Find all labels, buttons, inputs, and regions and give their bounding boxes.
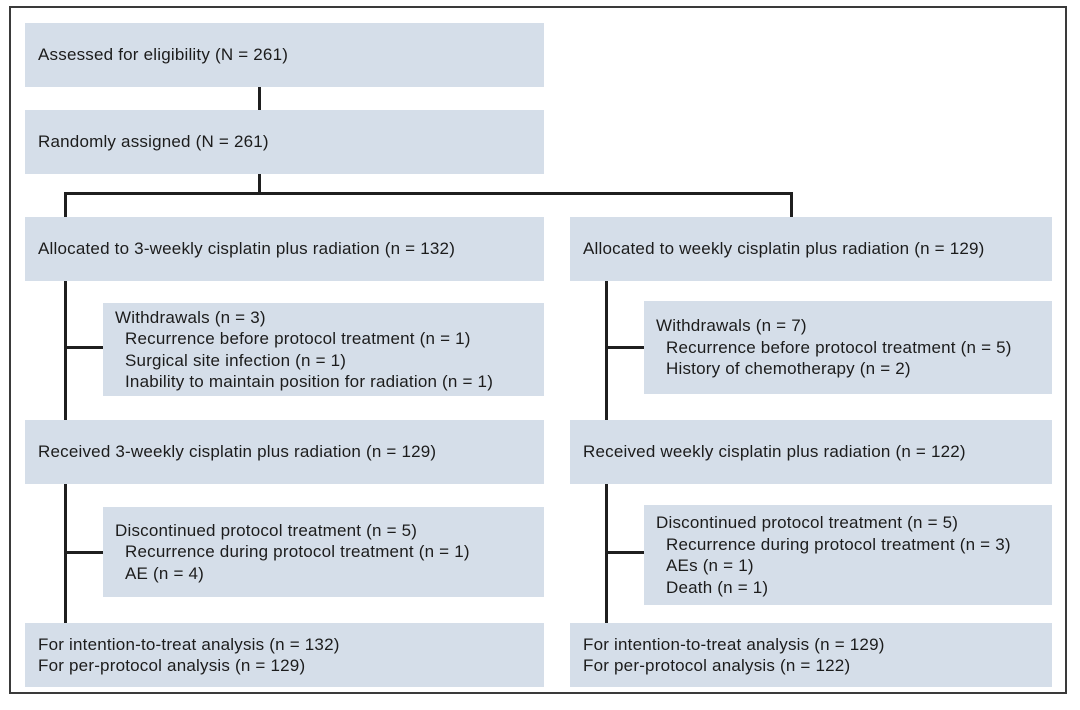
connector-right-withdrawals-stub (605, 346, 645, 349)
allocated-right-label: Allocated to weekly cisplatin plus radia… (583, 239, 985, 259)
analysis-right-line: For intention-to-treat analysis (n = 129… (583, 634, 885, 654)
discontinued-left-item: Recurrence during protocol treatment (n … (125, 542, 470, 562)
withdrawals-left-title: Withdrawals (n = 3) (115, 307, 266, 327)
box-allocated-left: Allocated to 3-weekly cisplatin plus rad… (25, 217, 544, 281)
allocated-left-label: Allocated to 3-weekly cisplatin plus rad… (38, 239, 456, 259)
analysis-left-line: For per-protocol analysis (n = 129) (38, 656, 306, 675)
withdrawals-left-item: Inability to maintain position for radia… (125, 372, 494, 391)
connector-left-discontinued-stub (64, 551, 104, 554)
connector-left-allocated-to-received (64, 281, 67, 420)
connector-branch-horizontal (64, 192, 793, 195)
withdrawals-right-item: History of chemotherapy (n = 2) (666, 359, 911, 379)
discontinued-right-title: Discontinued protocol treatment (n = 5) (656, 513, 959, 532)
assessed-label: Assessed for eligibility (N = 261) (38, 45, 289, 65)
box-withdrawals-left: Withdrawals (n = 3) Recurrence before pr… (103, 303, 544, 396)
withdrawals-left-item: Recurrence before protocol treatment (n … (125, 329, 471, 348)
connector-right-allocated-to-received (605, 281, 608, 420)
connector-left-withdrawals-stub (64, 346, 104, 349)
discontinued-left-title: Discontinued protocol treatment (n = 5) (115, 520, 418, 540)
box-received-left: Received 3-weekly cisplatin plus radiati… (25, 420, 544, 484)
discontinued-right-item: Recurrence during protocol treatment (n … (666, 534, 1011, 554)
box-analysis-left: For intention-to-treat analysis (n = 132… (25, 623, 544, 687)
connector-randomized-to-branch (258, 174, 261, 194)
withdrawals-left-item: Surgical site infection (n = 1) (125, 350, 347, 370)
box-received-right: Received weekly cisplatin plus radiation… (570, 420, 1052, 484)
discontinued-right-item: Death (n = 1) (666, 577, 769, 597)
discontinued-right-item: AEs (n = 1) (666, 556, 754, 575)
withdrawals-right-title: Withdrawals (n = 7) (656, 316, 807, 336)
received-left-label: Received 3-weekly cisplatin plus radiati… (38, 442, 437, 462)
box-discontinued-right: Discontinued protocol treatment (n = 5) … (644, 505, 1052, 605)
connector-right-discontinued-stub (605, 551, 645, 554)
analysis-right-line: For per-protocol analysis (n = 122) (583, 656, 851, 675)
box-randomly-assigned: Randomly assigned (N = 261) (25, 110, 544, 174)
connector-assessed-to-randomized (258, 87, 261, 110)
connector-branch-drop-left (64, 192, 67, 217)
box-assessed-for-eligibility: Assessed for eligibility (N = 261) (25, 23, 544, 87)
withdrawals-right-item: Recurrence before protocol treatment (n … (666, 337, 1012, 357)
box-analysis-right: For intention-to-treat analysis (n = 129… (570, 623, 1052, 687)
randomized-label: Randomly assigned (N = 261) (38, 132, 269, 152)
discontinued-left-item: AE (n = 4) (125, 563, 205, 583)
received-right-label: Received weekly cisplatin plus radiation… (583, 442, 966, 462)
analysis-left-line: For intention-to-treat analysis (n = 132… (38, 634, 340, 654)
box-discontinued-left: Discontinued protocol treatment (n = 5) … (103, 507, 544, 597)
box-allocated-right: Allocated to weekly cisplatin plus radia… (570, 217, 1052, 281)
box-withdrawals-right: Withdrawals (n = 7) Recurrence before pr… (644, 301, 1052, 394)
connector-branch-drop-right (790, 192, 793, 217)
figure-frame (9, 6, 1067, 694)
